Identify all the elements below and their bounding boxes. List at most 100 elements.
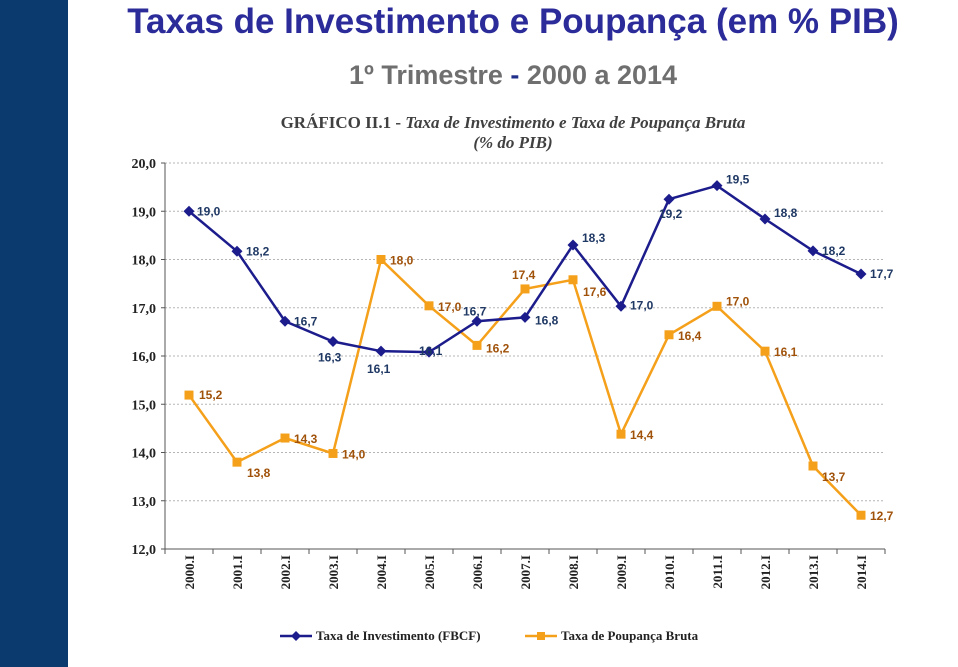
x-tick-label: 2013.I: [806, 555, 821, 589]
subtitle-part1: 1º Trimestre: [348, 60, 511, 90]
data-label-poupanca: 14,0: [342, 447, 366, 461]
x-tick-label: 2001.I: [230, 555, 245, 589]
data-label-investimento: 18,2: [822, 244, 846, 258]
y-tick-label: 18,0: [132, 254, 157, 269]
legend-label-investimento: Taxa de Investimento (FBCF): [316, 628, 481, 643]
data-label-poupanca: 16,2: [486, 341, 510, 355]
marker-investimento: [711, 180, 723, 192]
marker-investimento: [183, 205, 195, 217]
marker-poupanca: [760, 346, 770, 356]
legend-marker-investimento: [291, 631, 301, 641]
data-label-investimento: 17,0: [630, 298, 654, 312]
x-tick-label: 2011.I: [710, 555, 725, 589]
chart-title-line2: (% do PIB): [473, 133, 553, 152]
marker-poupanca: [472, 340, 482, 350]
marker-poupanca: [808, 461, 818, 471]
marker-poupanca: [328, 448, 338, 458]
marker-investimento: [759, 213, 771, 225]
y-tick-label: 14,0: [132, 447, 157, 462]
x-tick-label: 2003.I: [326, 555, 341, 589]
x-tick-label: 2006.I: [470, 555, 485, 589]
y-tick-label: 16,0: [132, 350, 157, 365]
marker-poupanca: [616, 429, 626, 439]
data-label-poupanca: 15,2: [199, 388, 223, 402]
data-label-investimento: 16,3: [318, 351, 342, 365]
slide-subtitle: 1º Trimestre - 2000 a 2014: [68, 60, 958, 91]
data-label-investimento: 16,8: [535, 313, 559, 327]
data-label-poupanca: 17,0: [438, 300, 462, 314]
marker-investimento: [231, 245, 243, 257]
data-label-investimento: 17,7: [870, 267, 894, 281]
x-tick-label: 2010.I: [662, 555, 677, 589]
data-label-investimento: 19,0: [197, 204, 221, 218]
marker-investimento: [615, 300, 627, 312]
marker-investimento: [327, 336, 339, 348]
chart-title-italic: Taxa de Investimento e Taxa de Poupança …: [405, 113, 746, 132]
x-tick-label: 2004.I: [374, 555, 389, 589]
legend-label-poupanca: Taxa de Poupança Bruta: [561, 628, 699, 643]
y-tick-label: 17,0: [132, 302, 157, 317]
subtitle-dash: -: [510, 60, 520, 90]
marker-poupanca: [712, 301, 722, 311]
marker-investimento: [663, 193, 675, 205]
marker-poupanca: [232, 457, 242, 467]
y-tick-label: 13,0: [132, 495, 157, 510]
data-label-investimento: 16,1: [419, 344, 443, 358]
x-tick-label: 2014.I: [854, 555, 869, 589]
marker-poupanca: [376, 255, 386, 264]
marker-investimento: [567, 239, 579, 251]
data-label-poupanca: 13,7: [822, 470, 846, 484]
marker-poupanca: [424, 301, 434, 311]
y-tick-label: 12,0: [132, 543, 157, 558]
data-label-poupanca: 14,3: [294, 432, 318, 446]
data-label-poupanca: 14,4: [630, 428, 654, 442]
subtitle-part2: 2000 a 2014: [519, 60, 678, 90]
y-tick-label: 20,0: [132, 157, 157, 172]
data-label-investimento: 18,3: [582, 231, 606, 245]
x-tick-label: 2012.I: [758, 555, 773, 589]
marker-investimento: [807, 245, 819, 257]
data-label-investimento: 18,8: [774, 206, 798, 220]
x-tick-label: 2007.I: [518, 555, 533, 589]
data-label-investimento: 18,2: [246, 244, 270, 258]
marker-poupanca: [280, 433, 290, 443]
chart-title-prefix: GRÁFICO II.1 -: [280, 113, 406, 132]
marker-investimento: [423, 346, 435, 358]
data-label-poupanca: 13,8: [247, 466, 271, 480]
left-band: [0, 0, 68, 667]
x-tick-label: 2005.I: [422, 555, 437, 589]
marker-poupanca: [664, 330, 674, 340]
data-label-investimento: 16,7: [294, 314, 318, 328]
data-label-poupanca: 16,1: [774, 345, 798, 359]
data-label-poupanca: 17,4: [512, 268, 536, 282]
marker-investimento: [519, 311, 531, 323]
x-tick-label: 2008.I: [566, 555, 581, 589]
chart-title: GRÁFICO II.1 - Taxa de Investimento e Ta…: [68, 113, 958, 153]
marker-investimento: [471, 315, 483, 327]
data-label-poupanca: 17,0: [726, 294, 750, 308]
x-tick-label: 2000.I: [182, 555, 197, 589]
y-tick-label: 15,0: [132, 398, 157, 413]
data-label-investimento: 16,7: [463, 304, 487, 318]
marker-poupanca: [568, 275, 578, 285]
marker-investimento: [279, 315, 291, 327]
data-label-investimento: 16,1: [367, 362, 391, 376]
x-tick-label: 2009.I: [614, 555, 629, 589]
marker-poupanca: [856, 510, 866, 520]
series-line-poupanca: [187, 257, 862, 517]
marker-investimento: [375, 345, 387, 357]
marker-poupanca: [520, 284, 530, 294]
marker-investimento: [855, 268, 867, 280]
legend-marker-poupanca: [537, 632, 545, 640]
data-label-poupanca: 17,6: [583, 285, 607, 299]
data-label-poupanca: 16,4: [678, 329, 702, 343]
data-label-poupanca: 12,7: [870, 509, 894, 523]
slide-title: Taxas de Investimento e Poupança (em % P…: [127, 2, 899, 41]
x-tick-label: 2002.I: [278, 555, 293, 589]
data-label-poupanca: 18,0: [390, 254, 414, 268]
data-label-investimento: 19,5: [726, 173, 750, 187]
marker-poupanca: [184, 390, 194, 400]
y-tick-label: 19,0: [132, 205, 157, 220]
data-label-investimento: 19,2: [659, 207, 683, 221]
